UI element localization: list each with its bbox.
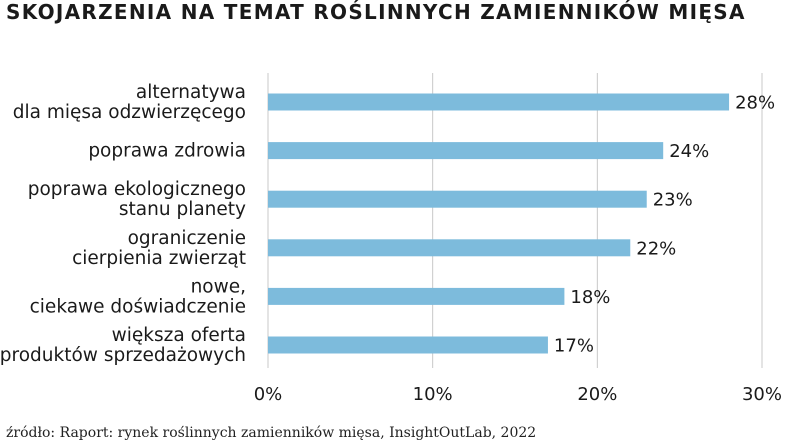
category-label: cierpienia zwierząt bbox=[72, 248, 246, 269]
value-label: 18% bbox=[570, 287, 610, 308]
x-tick-label: 10% bbox=[413, 384, 453, 405]
chart-title: SKOJARZENIA NA TEMAT ROŚLINNYCH ZAMIENNI… bbox=[6, 0, 746, 24]
bar bbox=[268, 239, 631, 257]
bar bbox=[268, 336, 548, 354]
category-label: dla mięsa odzwierzęcego bbox=[13, 102, 246, 123]
value-label: 28% bbox=[735, 93, 775, 114]
source-note: źródło: Raport: rynek roślinnych zamienn… bbox=[6, 425, 537, 441]
category-label: stanu planety bbox=[119, 199, 246, 220]
category-label: poprawa ekologicznego bbox=[28, 179, 246, 200]
bar bbox=[268, 93, 730, 111]
category-label: produktów sprzedażowych bbox=[0, 345, 246, 366]
category-label: poprawa zdrowia bbox=[88, 141, 246, 162]
category-label: ograniczenie bbox=[128, 228, 246, 249]
bar bbox=[268, 190, 647, 208]
category-label: ciekawe doświadczenie bbox=[30, 296, 246, 317]
category-label: większa oferta bbox=[112, 325, 246, 346]
value-label: 23% bbox=[653, 190, 693, 211]
value-label: 24% bbox=[669, 141, 709, 162]
category-label: alternatywa bbox=[136, 82, 246, 103]
x-tick-label: 30% bbox=[742, 384, 782, 405]
bar bbox=[268, 142, 664, 160]
category-label: nowe, bbox=[191, 276, 246, 297]
x-tick-label: 0% bbox=[254, 384, 283, 405]
x-tick-label: 20% bbox=[577, 384, 617, 405]
value-label: 22% bbox=[636, 238, 676, 259]
bar bbox=[268, 287, 565, 305]
value-label: 17% bbox=[554, 336, 594, 357]
